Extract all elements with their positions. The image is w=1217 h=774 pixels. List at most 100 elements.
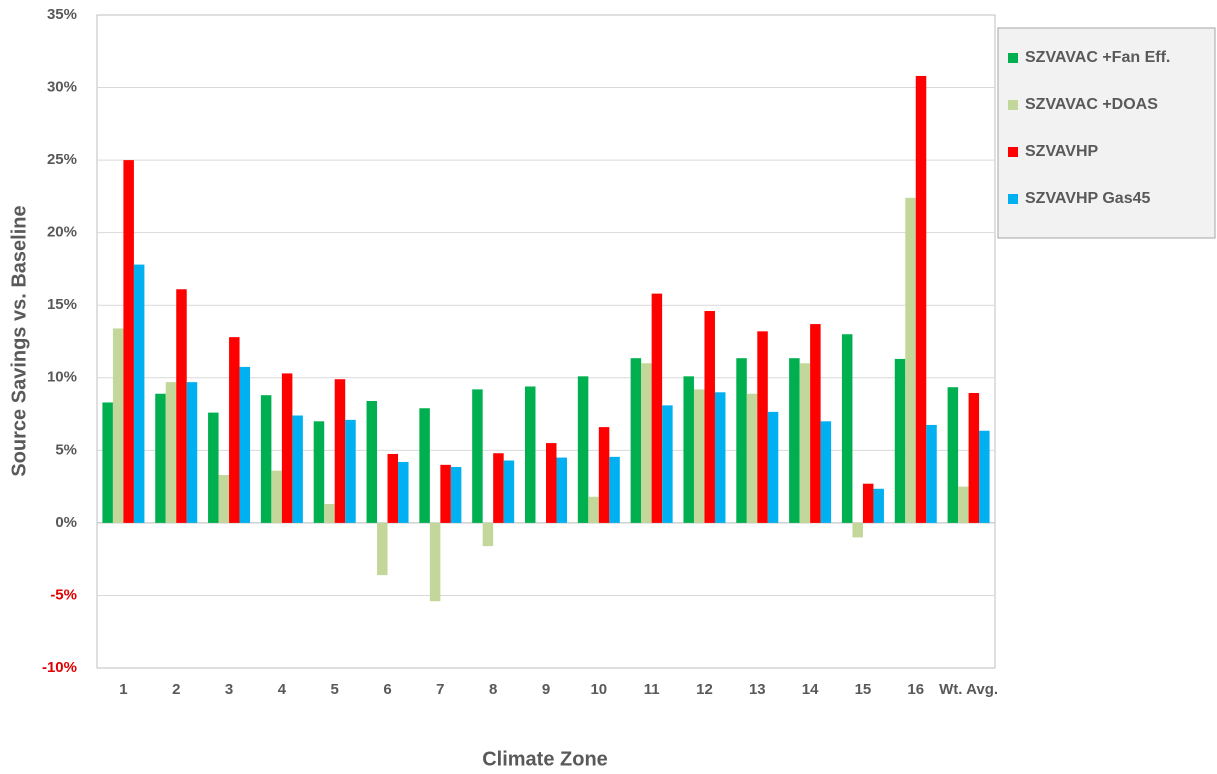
bar [239,366,251,523]
bar [229,337,240,523]
legend-swatch [1008,147,1018,157]
bar [546,443,557,523]
bar [915,75,927,523]
bar [176,289,187,523]
y-tick-label: 5% [55,441,77,458]
bar [862,483,874,523]
legend-swatch [1008,194,1018,204]
bar [366,400,378,523]
bar [958,486,969,523]
legend-label: SZVAVHP [1025,143,1099,160]
x-tick-label: 13 [749,681,766,698]
bar [503,460,515,523]
bar [841,334,853,523]
bar [789,358,800,523]
legend-label: SZVAVHP Gas45 [1025,190,1150,207]
x-tick-label: 4 [278,681,287,698]
bar [419,408,430,523]
bar [271,470,282,523]
y-tick-label: 15% [47,296,77,313]
bar [102,402,113,523]
bar [377,522,388,576]
bar [810,324,821,523]
bar [704,311,715,523]
x-tick-label: 1 [119,681,127,698]
bar [123,160,134,523]
bar [693,389,705,523]
bar [799,363,811,523]
x-axis-title: Climate Zone [482,748,608,770]
bar [641,363,652,523]
bar [345,419,356,523]
legend-label: SZVAVAC +Fan Eff. [1025,49,1170,66]
y-tick-label: 30% [47,79,77,96]
x-tick-label: 14 [802,681,819,698]
bar [155,393,166,523]
bar [112,328,124,523]
bar [979,430,990,523]
bar [630,358,642,523]
bar [398,461,409,523]
y-tick-label: 20% [47,224,77,241]
legend-label: SZVAVAC +DOAS [1025,96,1158,113]
bar [133,264,145,523]
x-tick-label: 16 [907,681,924,698]
bar [472,389,483,523]
x-tick-label: 15 [855,681,872,698]
bar [208,412,219,523]
x-tick-label: 10 [590,681,607,698]
y-axis-title: Source Savings vs. Baseline [8,205,30,476]
bar [292,415,303,523]
x-tick-label: 11 [644,681,660,698]
bar [894,358,906,523]
x-tick-label: 2 [172,681,180,698]
bar [609,456,620,523]
bar [577,376,589,523]
legend-box [997,27,1216,239]
bar [482,522,494,547]
bar [165,382,177,523]
x-tick-label: 9 [542,681,550,698]
bar [334,379,346,523]
bar [714,392,726,523]
bar [387,453,399,523]
bar [852,522,863,538]
bar [281,373,293,523]
bar [324,504,335,523]
bar [968,393,980,523]
bar [746,393,758,523]
bar [493,453,504,523]
y-tick-label: 35% [47,6,77,23]
x-tick-label: 7 [436,681,444,698]
bar [429,522,441,602]
bar [767,411,779,523]
legend-swatch [1008,53,1018,63]
y-tick-label: 10% [47,369,77,386]
bar [873,488,884,523]
x-tick-label: 6 [383,681,391,698]
bar [905,197,916,523]
bar [683,376,694,523]
x-tick-label: 12 [696,681,713,698]
bar [736,358,747,523]
bar [926,424,937,523]
legend-swatch [1008,100,1018,110]
plot-frame [96,14,996,669]
bar [947,387,959,523]
x-tick-label: 5 [331,681,339,698]
bar [820,421,832,523]
bar [186,382,198,523]
bar [598,427,610,523]
y-tick-label: -10% [42,659,77,676]
bar [757,331,768,523]
x-tick-label: 3 [225,681,233,698]
x-tick-label: 8 [489,681,497,698]
x-tick-label: Wt. Avg. [939,681,998,698]
y-tick-label: 0% [55,514,77,531]
y-tick-label: -5% [50,586,77,603]
bar [525,386,536,523]
bar [651,293,663,523]
bar [588,496,599,523]
y-tick-label: 25% [47,151,77,168]
